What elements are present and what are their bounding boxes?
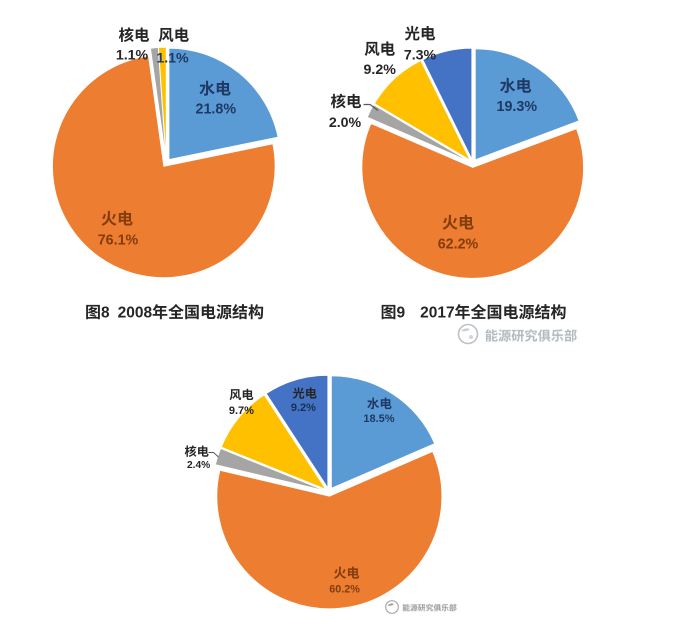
svg-text:19.3%: 19.3% bbox=[497, 99, 538, 115]
svg-text:2.0%: 2.0% bbox=[329, 115, 362, 131]
svg-text:18.5%: 18.5% bbox=[363, 413, 394, 425]
svg-text:9.7%: 9.7% bbox=[229, 405, 254, 417]
svg-text:9: 9 bbox=[397, 305, 406, 322]
svg-text:1.1%: 1.1% bbox=[116, 48, 149, 64]
svg-text:76.1%: 76.1% bbox=[98, 233, 139, 249]
svg-text:9.2%: 9.2% bbox=[364, 62, 397, 78]
svg-text:21.8%: 21.8% bbox=[196, 102, 237, 118]
svg-text:8: 8 bbox=[101, 305, 110, 322]
svg-text:2017: 2017 bbox=[420, 305, 454, 322]
svg-text:60.2%: 60.2% bbox=[329, 583, 360, 595]
svg-text:9.2%: 9.2% bbox=[291, 402, 316, 414]
svg-text:7.3%: 7.3% bbox=[404, 48, 437, 64]
svg-text:2008: 2008 bbox=[118, 305, 153, 322]
svg-text:62.2%: 62.2% bbox=[438, 237, 479, 253]
svg-text:1.1%: 1.1% bbox=[156, 51, 189, 67]
svg-text:2.4%: 2.4% bbox=[187, 460, 210, 471]
